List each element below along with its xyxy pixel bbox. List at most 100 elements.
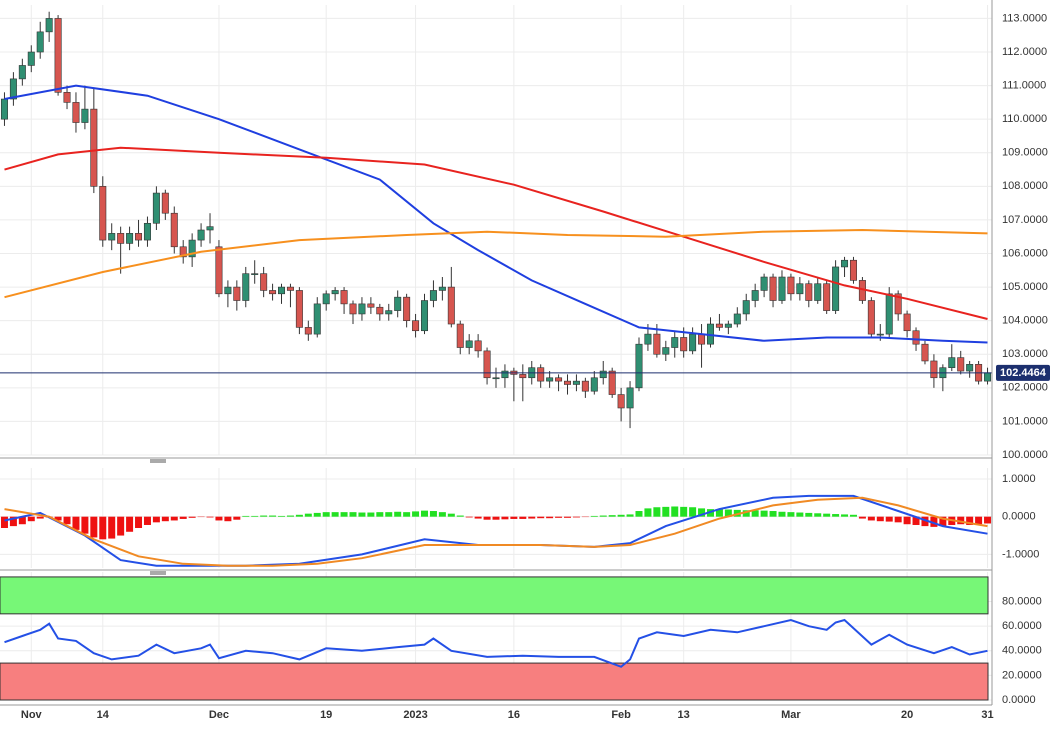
candle-body <box>832 266 840 311</box>
histogram-bar <box>54 516 62 521</box>
histogram-bar <box>966 516 974 525</box>
histogram-bar <box>528 516 536 519</box>
histogram-bar <box>599 515 607 517</box>
candle-body <box>778 276 786 301</box>
histogram-bar <box>367 512 375 517</box>
plot-layer <box>0 5 992 701</box>
candle-body <box>572 380 580 385</box>
candle-body <box>206 226 214 231</box>
candle-body <box>635 343 643 389</box>
y-tick-label: 110.0000 <box>1002 113 1047 125</box>
histogram-bar <box>188 516 196 518</box>
candle-body <box>251 273 259 275</box>
candle-body <box>742 300 750 315</box>
candle-body <box>9 78 17 100</box>
candle-body <box>170 212 178 248</box>
histogram-bar <box>0 516 8 528</box>
y-tick-label: 101.0000 <box>1002 415 1048 427</box>
line-series <box>4 146 988 320</box>
candle-body <box>912 330 920 345</box>
candle-body <box>653 333 661 355</box>
histogram-bar <box>63 516 71 525</box>
histogram-bar <box>742 510 750 517</box>
y-tick-label: 80.0000 <box>1002 595 1042 607</box>
candle-body <box>769 276 777 301</box>
zone-band <box>0 662 989 701</box>
histogram-bar <box>90 516 98 538</box>
x-tick-label: 20 <box>901 709 913 721</box>
x-tick-label: 31 <box>981 709 993 721</box>
candle-body <box>867 300 875 335</box>
histogram-bar <box>456 515 464 517</box>
candle-body <box>126 233 134 244</box>
histogram-bar <box>447 513 455 517</box>
histogram-bar <box>9 516 17 527</box>
candle-body <box>143 222 151 241</box>
histogram-bar <box>546 516 554 519</box>
candle-body <box>54 18 62 93</box>
candle-body <box>519 374 527 379</box>
candle-body <box>984 372 992 382</box>
histogram-bar <box>608 515 616 517</box>
candle-body <box>0 98 8 120</box>
candle-body <box>608 370 616 395</box>
y-tick-label: 108.0000 <box>1002 180 1048 192</box>
histogram-bar <box>537 516 545 519</box>
histogram-bar <box>796 512 804 517</box>
resize-handle[interactable] <box>150 459 166 463</box>
histogram-bar <box>975 516 983 525</box>
y-tick-label: 109.0000 <box>1002 147 1048 159</box>
candle-body <box>215 246 223 295</box>
histogram-bar <box>421 510 429 517</box>
histogram-bar <box>474 516 482 519</box>
histogram-bar <box>805 512 813 517</box>
y-tick-label: 107.0000 <box>1002 214 1048 226</box>
histogram-bar <box>876 516 884 522</box>
histogram-bar <box>322 512 330 517</box>
resize-handle[interactable] <box>150 571 166 575</box>
y-tick-label: 105.0000 <box>1002 281 1048 293</box>
histogram-bar <box>72 516 80 530</box>
histogram-bar <box>465 516 473 518</box>
candle-body <box>322 293 330 305</box>
histogram-bar <box>403 512 411 517</box>
candle-body <box>242 273 250 301</box>
y-tick-label: 0.0000 <box>1002 694 1036 706</box>
histogram-bar <box>823 513 831 517</box>
x-tick-label: 13 <box>678 709 690 721</box>
histogram-bar <box>215 516 223 521</box>
histogram-bar <box>590 515 598 517</box>
y-tick-label: 0.0000 <box>1002 511 1036 523</box>
candle-body <box>331 290 339 295</box>
histogram-bar <box>849 514 857 517</box>
histogram-bar <box>385 512 393 517</box>
y-tick-label: 112.0000 <box>1002 46 1047 58</box>
y-tick-label: 102.0000 <box>1002 382 1048 394</box>
candle-body <box>72 102 80 123</box>
histogram-bar <box>724 509 732 517</box>
histogram-bar <box>161 516 169 522</box>
histogram-bar <box>438 512 446 517</box>
histogram-bar <box>286 515 294 517</box>
histogram-bar <box>429 511 437 517</box>
candle-body <box>313 303 321 335</box>
candle-body <box>269 290 277 295</box>
candle-body <box>438 286 446 291</box>
histogram-bar <box>930 516 938 527</box>
x-tick-label: Dec <box>209 709 229 721</box>
histogram-bar <box>233 516 241 520</box>
candle-body <box>555 377 563 382</box>
histogram-bar <box>662 506 670 517</box>
y-tick-label: 106.0000 <box>1002 247 1048 259</box>
histogram-bar <box>867 516 875 521</box>
x-tick-label: 14 <box>97 709 110 721</box>
line-series <box>4 228 988 299</box>
candle-body <box>99 186 107 241</box>
last-price-label: 102.4464 <box>1000 367 1047 379</box>
histogram-bar <box>644 508 652 517</box>
histogram-bar <box>126 516 134 532</box>
y-tick-label: 60.0000 <box>1002 620 1042 632</box>
histogram-bar <box>206 516 214 518</box>
candle-body <box>18 65 26 80</box>
histogram-bar <box>814 513 822 517</box>
